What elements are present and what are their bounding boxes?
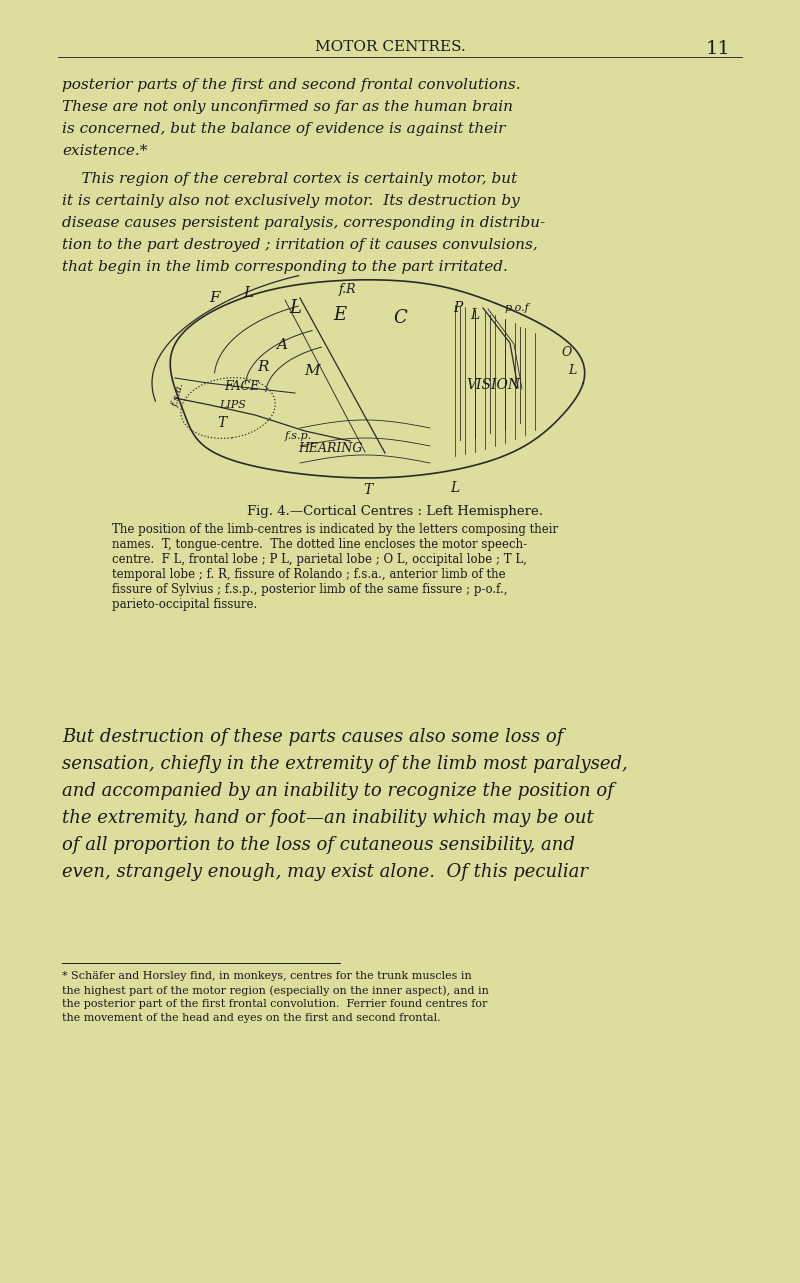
Text: fissure of Sylvius ; f.s.p., posterior limb of the same fissure ; p-o.f.,: fissure of Sylvius ; f.s.p., posterior l… [112,582,507,597]
Text: L: L [243,286,253,300]
Text: This region of the cerebral cortex is certainly motor, but: This region of the cerebral cortex is ce… [62,172,518,186]
Text: the highest part of the motor region (especially on the inner aspect), and in: the highest part of the motor region (es… [62,985,489,996]
Text: sensation, chiefly in the extremity of the limb most paralysed,: sensation, chiefly in the extremity of t… [62,754,628,772]
Text: F: F [210,291,220,305]
Text: parieto-occipital fissure.: parieto-occipital fissure. [112,598,258,611]
Text: temporal lobe ; f. R, fissure of Rolando ; f.s.a., anterior limb of the: temporal lobe ; f. R, fissure of Rolando… [112,568,506,581]
Text: L: L [450,481,460,495]
Text: the posterior part of the first frontal convolution.  Ferrier found centres for: the posterior part of the first frontal … [62,999,487,1008]
Text: The position of the limb-centres is indicated by the letters composing their: The position of the limb-centres is indi… [112,523,558,536]
Text: f.s.p.: f.s.p. [285,431,311,441]
Text: FACE: FACE [224,381,260,394]
Text: it is certainly also not exclusively motor.  Its destruction by: it is certainly also not exclusively mot… [62,194,520,208]
Text: O: O [562,346,572,359]
Text: * Schäfer and Horsley find, in monkeys, centres for the trunk muscles in: * Schäfer and Horsley find, in monkeys, … [62,971,472,981]
Text: MOTOR CENTRES.: MOTOR CENTRES. [314,40,466,54]
Text: the extremity, hand or foot—an inability which may be out: the extremity, hand or foot—an inability… [62,810,594,828]
Text: the movement of the head and eyes on the first and second frontal.: the movement of the head and eyes on the… [62,1014,441,1023]
Text: centre.  F L, frontal lobe ; P L, parietal lobe ; O L, occipital lobe ; T L,: centre. F L, frontal lobe ; P L, parieta… [112,553,527,566]
Text: 11: 11 [706,40,730,58]
Text: VISION: VISION [466,378,520,393]
Text: T: T [218,416,226,430]
Text: disease causes persistent paralysis, corresponding in distribu-: disease causes persistent paralysis, cor… [62,216,546,230]
Text: of all proportion to the loss of cutaneous sensibility, and: of all proportion to the loss of cutaneo… [62,837,575,854]
Text: LIPS: LIPS [219,400,246,411]
Text: L: L [289,299,301,317]
Text: P: P [454,302,462,316]
Text: T: T [363,482,373,497]
Text: L: L [568,363,576,376]
Text: posterior parts of the first and second frontal convolutions.: posterior parts of the first and second … [62,78,521,92]
Text: L: L [470,308,480,322]
Text: and accompanied by an inability to recognize the position of: and accompanied by an inability to recog… [62,783,614,801]
Text: R: R [258,361,269,375]
Text: that begin in the limb corresponding to the part irritated.: that begin in the limb corresponding to … [62,260,508,275]
Text: is concerned, but the balance of evidence is against their: is concerned, but the balance of evidenc… [62,122,506,136]
Text: f.R: f.R [339,284,357,296]
Text: existence.*: existence.* [62,144,147,158]
Text: But destruction of these parts causes also some loss of: But destruction of these parts causes al… [62,727,563,745]
Text: M: M [304,364,320,378]
Text: E: E [334,307,346,325]
Text: tion to the part destroyed ; irritation of it causes convulsions,: tion to the part destroyed ; irritation … [62,239,538,251]
Text: even, strangely enough, may exist alone.  Of this peculiar: even, strangely enough, may exist alone.… [62,863,588,881]
Text: HEARING: HEARING [298,441,362,454]
Text: f.s.a.: f.s.a. [170,382,186,408]
Text: C: C [393,309,407,327]
Text: names.  T, tongue-centre.  The dotted line encloses the motor speech-: names. T, tongue-centre. The dotted line… [112,538,527,550]
Text: Fig. 4.—Cortical Centres : Left Hemisphere.: Fig. 4.—Cortical Centres : Left Hemisphe… [247,506,543,518]
Text: p.o.f: p.o.f [505,303,530,313]
Text: A: A [277,337,287,352]
Text: These are not only unconfirmed so far as the human brain: These are not only unconfirmed so far as… [62,100,513,114]
